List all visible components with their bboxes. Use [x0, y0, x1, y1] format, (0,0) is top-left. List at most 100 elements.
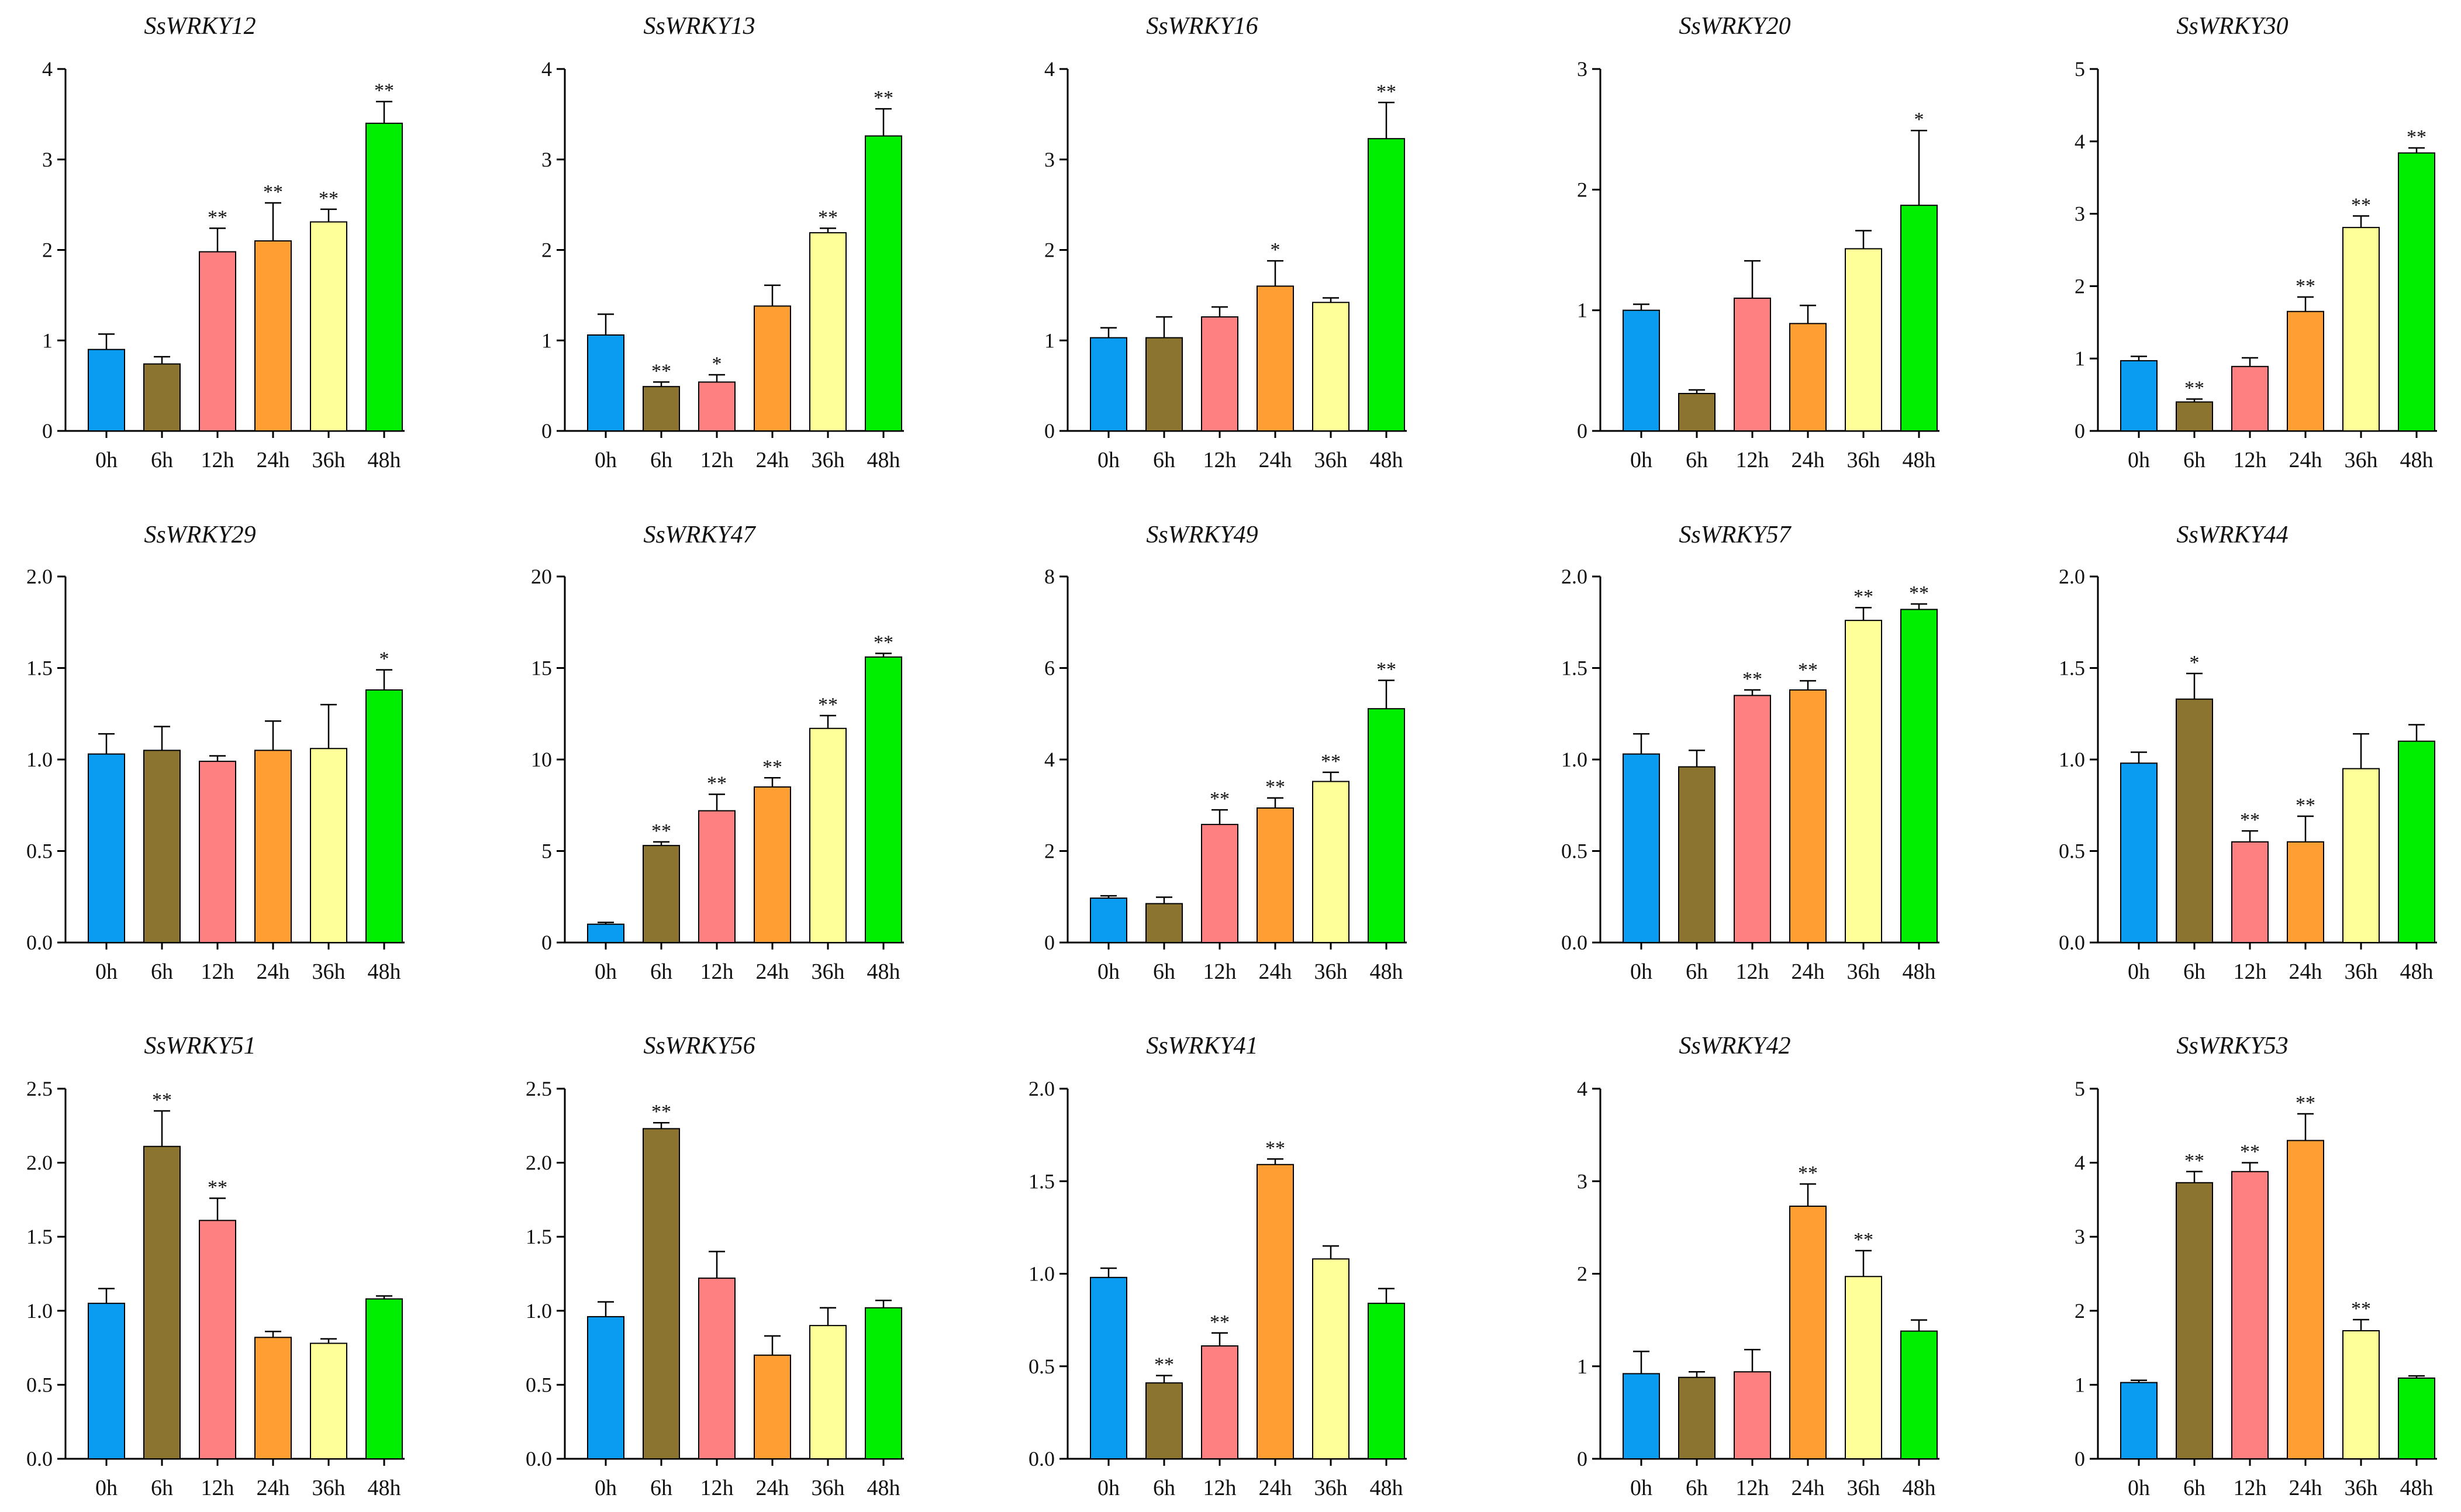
x-tick-label: 36h — [1847, 448, 1880, 472]
x-tick-label: 0h — [595, 959, 617, 984]
y-tick-label: 3 — [42, 148, 53, 171]
bar — [1257, 807, 1294, 943]
bar — [1734, 695, 1771, 943]
x-tick-label: 36h — [812, 959, 845, 984]
x-tick-label: 6h — [1153, 1476, 1175, 1500]
bar — [865, 656, 902, 943]
bar — [754, 786, 791, 943]
chart-panel: SsWRKY41 0.0 0.5 1.0 1.5 2.0 0h ** 6h ** 12h ** 24h 3… — [1028, 1033, 1407, 1500]
chart-panel: SsWRKY42 0 1 2 3 4 0h 6h 12h ** 24h ** 36h 48h — [1577, 1033, 1939, 1500]
y-tick-label: 0.5 — [2059, 840, 2085, 863]
y-tick-label: 0 — [2075, 1447, 2085, 1470]
bar — [1312, 302, 1349, 431]
x-tick-label: 12h — [2234, 448, 2267, 472]
significance-label: ** — [2407, 126, 2427, 148]
chart-panel: SsWRKY51 0.0 0.5 1.0 1.5 2.0 2.5 0h ** 6h ** 12h 24h… — [26, 1033, 405, 1500]
bar — [1623, 753, 1660, 943]
y-tick-label: 1.0 — [26, 1299, 53, 1323]
bar — [2398, 152, 2435, 431]
y-tick-label: 1.5 — [26, 657, 53, 680]
bar — [1789, 1205, 1827, 1460]
y-tick-label: 0.0 — [26, 931, 53, 954]
y-tick-label: 2.5 — [526, 1077, 552, 1100]
bar — [143, 1145, 181, 1460]
y-tick-label: 8 — [1044, 565, 1055, 588]
y-tick-label: 3 — [541, 148, 552, 171]
bar — [88, 1303, 125, 1459]
bar — [1090, 1276, 1127, 1460]
bar — [310, 748, 347, 943]
bar — [365, 689, 403, 944]
significance-label: ** — [263, 181, 283, 203]
x-tick-label: 24h — [1792, 1476, 1825, 1500]
y-tick-label: 4 — [1044, 748, 1055, 771]
y-tick-label: 1.0 — [1561, 748, 1587, 771]
bar — [2176, 1182, 2213, 1459]
x-tick-label: 12h — [700, 448, 734, 472]
bar — [1789, 323, 1827, 432]
x-tick-label: 24h — [257, 1476, 290, 1500]
bar — [2287, 1140, 2324, 1459]
y-tick-label: 2.5 — [26, 1077, 53, 1100]
significance-label: ** — [1321, 751, 1341, 772]
y-tick-label: 1 — [2075, 347, 2085, 370]
bar — [199, 251, 236, 431]
bar — [865, 1307, 902, 1460]
x-tick-label: 12h — [1736, 448, 1769, 472]
y-tick-label: 5 — [2075, 1077, 2085, 1100]
bar — [199, 1220, 236, 1459]
significance-label: ** — [2240, 809, 2260, 831]
bar — [1623, 1373, 1660, 1459]
significance-label: ** — [1742, 668, 1762, 690]
bar — [865, 135, 902, 431]
chart-panel: SsWRKY20 0 1 2 3 0h 6h 12h 24h 36h * 48h — [1577, 13, 1939, 472]
bar — [310, 1342, 347, 1459]
bar — [2287, 841, 2324, 943]
y-tick-label: 2.0 — [2059, 565, 2085, 588]
chart-panel: SsWRKY49 0 2 4 6 8 0h 6h ** 12h ** 24h ** 36h ** 48h — [1044, 522, 1407, 984]
chart-title: SsWRKY29 — [144, 522, 256, 548]
significance-label: ** — [818, 694, 838, 716]
y-tick-label: 1 — [2075, 1373, 2085, 1396]
x-tick-label: 24h — [1259, 959, 1292, 984]
significance-label: ** — [818, 206, 838, 228]
y-tick-label: 4 — [42, 57, 53, 81]
x-tick-label: 24h — [756, 959, 789, 984]
y-tick-label: 5 — [541, 840, 552, 863]
y-tick-label: 2.0 — [26, 565, 53, 588]
y-tick-label: 1.0 — [1028, 1262, 1055, 1286]
bar — [2176, 698, 2213, 943]
significance-label: ** — [208, 1176, 227, 1198]
bar — [809, 232, 847, 431]
significance-label: * — [1271, 239, 1280, 261]
significance-label: * — [1914, 109, 1924, 130]
bar — [88, 348, 125, 431]
bar — [1090, 337, 1127, 431]
x-tick-label: 0h — [1097, 448, 1120, 472]
y-tick-label: 2 — [541, 239, 552, 262]
significance-label: ** — [2296, 275, 2315, 297]
bar — [1368, 1303, 1405, 1459]
bar — [1845, 1276, 1882, 1460]
bar — [143, 363, 181, 431]
x-tick-label: 48h — [1370, 448, 1403, 472]
x-tick-label: 0h — [95, 959, 118, 984]
y-tick-label: 0.5 — [1561, 840, 1587, 863]
x-tick-label: 6h — [1153, 448, 1175, 472]
bar — [2398, 1378, 2435, 1460]
y-tick-label: 1.5 — [1028, 1169, 1055, 1193]
x-tick-label: 12h — [1736, 1476, 1769, 1500]
x-tick-label: 6h — [2183, 1476, 2205, 1500]
x-tick-label: 36h — [1314, 959, 1348, 984]
bar — [2120, 360, 2158, 431]
x-tick-label: 0h — [95, 1476, 118, 1500]
x-tick-label: 0h — [1630, 959, 1652, 984]
y-tick-label: 0.0 — [526, 1447, 552, 1470]
significance-label: ** — [1853, 586, 1873, 607]
bar — [643, 1128, 680, 1459]
bar — [1145, 337, 1183, 431]
x-tick-label: 36h — [312, 448, 346, 472]
bar — [88, 753, 125, 943]
y-tick-label: 2 — [2075, 274, 2085, 298]
